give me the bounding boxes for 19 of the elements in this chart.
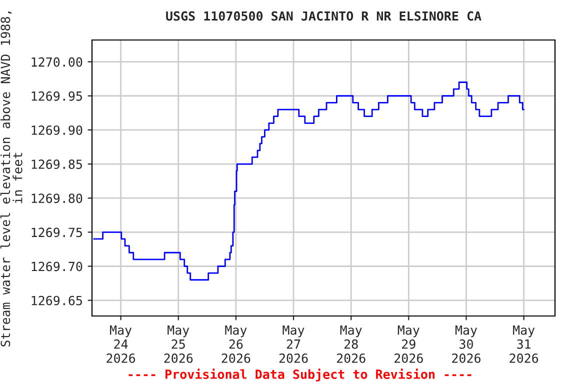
y-tick-label: 1270.00 bbox=[32, 57, 82, 67]
x-tick-label: May 27 2026 bbox=[279, 325, 308, 363]
y-tick-label: 1269.65 bbox=[32, 296, 82, 306]
text: ---- Provisional Data Subject to Revision ---- bbox=[128, 368, 472, 382]
y-tick-label: 1269.75 bbox=[32, 228, 82, 238]
x-tick-label: May 25 2026 bbox=[164, 325, 193, 363]
y-tick-label: 1269.90 bbox=[32, 125, 82, 135]
x-tick-label: May 26 2026 bbox=[222, 325, 250, 363]
x-tick-label: May 29 2026 bbox=[394, 325, 423, 363]
x-tick-label: May 31 2026 bbox=[510, 325, 538, 363]
x-tick-label: May 30 2026 bbox=[452, 325, 480, 363]
x-tick-label: May 28 2026 bbox=[336, 325, 366, 363]
y-tick-label: 1269.80 bbox=[32, 194, 82, 204]
y-tick-label: 1269.95 bbox=[32, 91, 82, 101]
y-axis-title: Stream water level elevation above NAVD 1988, in feet bbox=[0, 12, 22, 346]
x-tick-label: May 24 2026 bbox=[106, 325, 136, 363]
chart-title: USGS 11070500 SAN JACINTO R NR ELSINORE CA bbox=[166, 11, 482, 21]
y-tick-label: 1269.85 bbox=[32, 160, 82, 169]
y-tick-label: 1269.70 bbox=[32, 262, 82, 272]
